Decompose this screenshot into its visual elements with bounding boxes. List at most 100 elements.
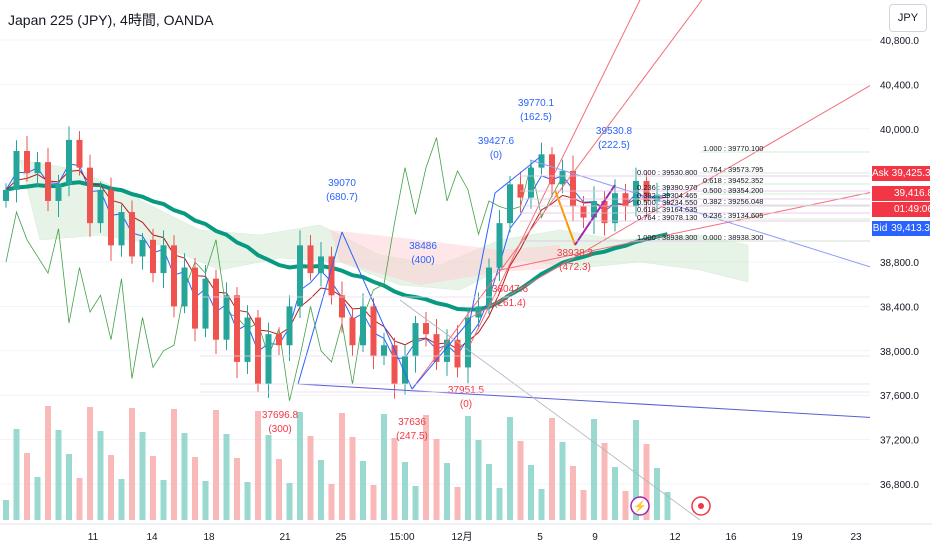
y-tick-label: 38,400.0 xyxy=(880,302,919,313)
fib-a-label: 0.500 : 39234.550 xyxy=(637,198,697,207)
candle-body xyxy=(601,200,608,224)
candle-body xyxy=(475,306,482,318)
candle-body xyxy=(328,256,335,296)
y-axis-background xyxy=(870,0,932,550)
x-tick-label: 12 xyxy=(669,532,681,543)
candle-body xyxy=(465,317,471,368)
candle-body xyxy=(244,317,251,362)
y-tick-label: 38,800.0 xyxy=(880,258,919,269)
swing-note-label: (247.5) xyxy=(396,431,428,442)
candle-body xyxy=(349,317,356,346)
volume-bar xyxy=(339,413,345,520)
conversion-line xyxy=(5,163,668,360)
candle-body xyxy=(118,212,125,246)
candle-body xyxy=(444,339,450,362)
volume-bar xyxy=(643,444,650,520)
x-axis: 11 14 18 21 25 15:00 12月 5 9 12 16 19 23 xyxy=(0,523,932,543)
volume-bar xyxy=(181,433,188,520)
volume-bar xyxy=(591,419,597,520)
swing-note-label: (472.3) xyxy=(559,262,591,273)
volume-bar xyxy=(276,459,282,520)
trend-line-lower xyxy=(297,383,881,419)
candle-body xyxy=(538,154,545,168)
volume-bar xyxy=(223,434,230,520)
swing-price-label: 37636 xyxy=(398,417,426,428)
fib-a-label: 1.000 : 38938.300 xyxy=(637,233,697,242)
candle-body xyxy=(276,334,282,346)
lagging-span xyxy=(5,137,563,401)
volume-bar xyxy=(34,477,41,520)
volume-bar xyxy=(570,466,576,520)
volume-bar xyxy=(549,418,555,520)
fib-a-label: 0.764 : 39078.130 xyxy=(637,213,697,222)
ask-value: 39,425.3 xyxy=(891,168,931,179)
swing-note-label: (0) xyxy=(460,399,472,410)
bid-price-tag: Bid 39,413.3 xyxy=(872,221,930,236)
volume-bar xyxy=(108,455,114,520)
volume-bar xyxy=(202,481,209,520)
zigzag-1 xyxy=(297,231,343,385)
y-tick-label: 37,600.0 xyxy=(880,391,919,402)
x-tick-label: 11 xyxy=(88,532,99,543)
candle-body xyxy=(139,239,146,257)
candle-body xyxy=(370,306,377,357)
candle-body xyxy=(307,245,314,274)
volume-bar xyxy=(76,478,83,520)
candle-body xyxy=(486,267,492,307)
y-tick-label: 38,000.0 xyxy=(880,347,919,358)
swing-labels: 37696.8 (300) 39070 (680.7) 37636 (247.5) 3848… xyxy=(262,98,633,442)
x-tick-label: 18 xyxy=(203,532,215,543)
volume-bar xyxy=(3,500,9,520)
x-tick-label: 12月 xyxy=(451,531,472,543)
lightning-icon xyxy=(630,496,650,516)
volume-bar xyxy=(507,417,513,520)
volume-bar xyxy=(475,440,482,520)
candle-body xyxy=(391,345,398,385)
candle-body xyxy=(360,306,366,346)
swing-note-label: (0) xyxy=(490,150,502,161)
volume-bar xyxy=(24,453,30,520)
swing-note-label: (261.4) xyxy=(494,298,526,309)
volume-bar xyxy=(528,465,534,520)
trend-line-steep-2 xyxy=(469,0,641,346)
cloud-band xyxy=(19,159,749,291)
zigzag-2 xyxy=(341,231,413,390)
candle-body xyxy=(181,267,188,307)
candle-body xyxy=(381,345,387,357)
ask-label: Ask xyxy=(872,168,889,179)
volume-bar xyxy=(139,432,146,520)
volume-bar xyxy=(538,489,545,520)
currency-button[interactable]: JPY xyxy=(889,4,927,32)
candle-body xyxy=(108,189,114,246)
cloud-band-red xyxy=(330,230,560,285)
candle-body xyxy=(3,189,9,201)
swing-price-label: 37696.8 xyxy=(262,410,299,421)
volume-bar xyxy=(402,462,408,520)
chart-title: Japan 225 (JPY), 4時間, OANDA xyxy=(8,12,214,28)
volume-bar xyxy=(633,420,639,520)
volume-bar xyxy=(234,458,240,520)
ask-price-tag: Ask 39,425.3 xyxy=(872,166,931,181)
last-price-tag: 39,416.8 xyxy=(872,186,932,201)
fib-a-label: 0.000 : 39530.800 xyxy=(637,168,697,177)
fib-b-label: 0.764 : 39573.795 xyxy=(703,165,763,174)
candle-body xyxy=(13,151,20,190)
swing-price-label: 39770.1 xyxy=(518,98,555,109)
x-tick-label: 21 xyxy=(279,532,291,543)
volume-bar xyxy=(412,486,419,520)
swing-price-label: 38047.6 xyxy=(492,284,529,295)
fib-b-label: 0.236 : 39134.605 xyxy=(703,211,763,220)
x-tick-label: 19 xyxy=(791,532,803,543)
volume-bar xyxy=(129,408,135,520)
volume-bar xyxy=(297,412,303,520)
swing-price-label: 39070 xyxy=(328,178,356,189)
candle-body xyxy=(433,334,440,362)
candle-body xyxy=(265,334,272,385)
candle-body xyxy=(507,184,513,224)
candle-body xyxy=(297,245,303,307)
volume-bar xyxy=(580,490,587,520)
bid-label: Bid xyxy=(872,223,888,234)
volume-bar xyxy=(496,488,503,520)
